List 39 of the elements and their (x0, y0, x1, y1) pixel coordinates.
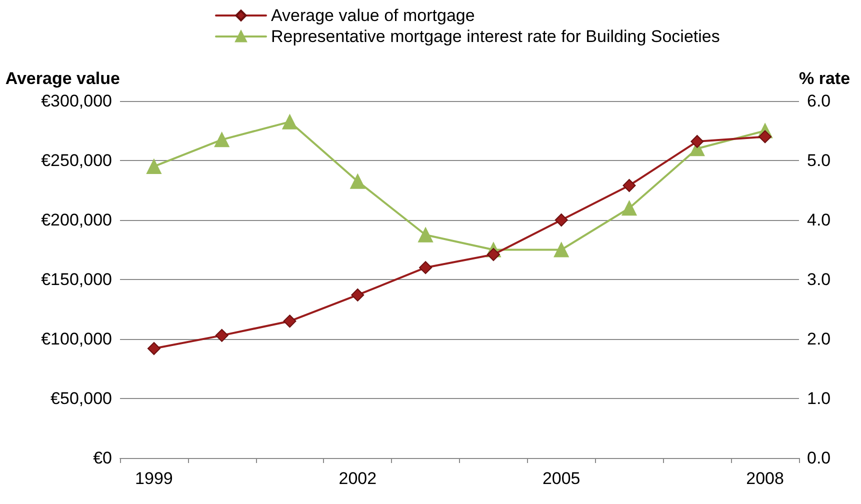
point (351, 288, 364, 302)
y2-tick-label: 6.0 (807, 92, 831, 110)
x-tick-label: 2002 (338, 469, 377, 488)
point (758, 130, 772, 144)
point (554, 214, 568, 226)
legend-label: Average value of mortgage (271, 6, 475, 25)
legend-label: Representative mortgage interest rate for Building Societies (271, 27, 720, 46)
point (283, 314, 296, 328)
point (690, 134, 704, 148)
y2-tick-label: 0.0 (807, 448, 831, 468)
y2-axis-title: % rate (799, 69, 850, 88)
point (146, 158, 162, 174)
y-tick-label: €300,000 (41, 92, 112, 110)
y-axis-title: Average value (5, 69, 120, 88)
point (215, 328, 228, 342)
point (282, 114, 298, 130)
point (622, 178, 636, 192)
y-tick-label: €100,000 (41, 330, 112, 348)
point (418, 227, 434, 242)
y2-tick-label: 2.0 (807, 330, 831, 348)
y-tick-label: €0 (93, 448, 112, 468)
x-tick-label: 1999 (135, 469, 173, 488)
y2-tick-label: 5.0 (807, 151, 831, 170)
y2-tick-label: 1.0 (807, 389, 831, 408)
x-tick-label: 2005 (542, 469, 580, 488)
y2-tick-label: 4.0 (807, 210, 831, 230)
y-tick-label: €250,000 (41, 151, 112, 170)
y-tick-label: €200,000 (41, 210, 112, 230)
y-tick-label: €150,000 (41, 270, 112, 289)
y-tick-label: €50,000 (50, 389, 112, 408)
point (419, 261, 432, 274)
x-tick-label: 2008 (746, 469, 784, 488)
point (486, 248, 500, 262)
y2-tick-label: 3.0 (807, 270, 831, 289)
point (622, 200, 637, 216)
point (147, 342, 160, 356)
point (554, 242, 569, 258)
point (350, 174, 366, 189)
point (214, 132, 230, 148)
